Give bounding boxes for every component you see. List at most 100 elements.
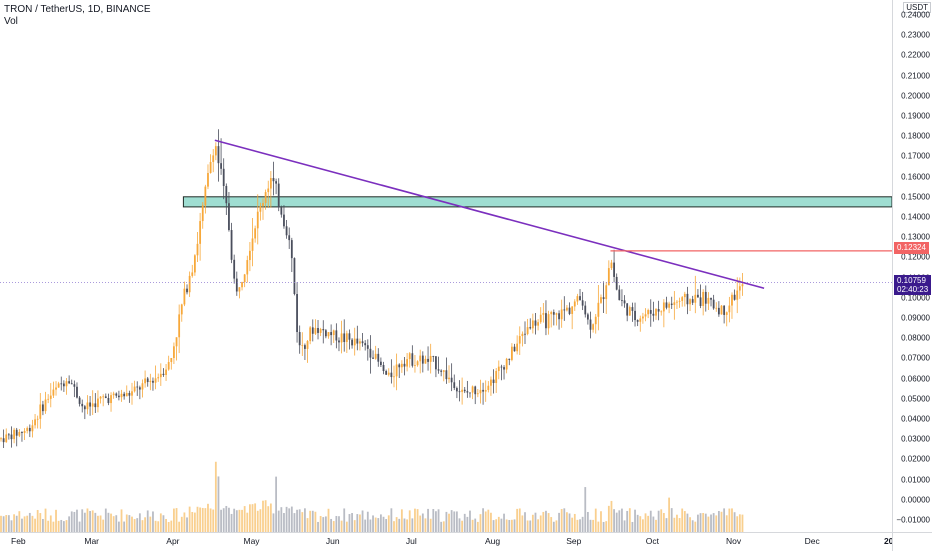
candle[interactable]: [605, 282, 608, 314]
candle[interactable]: [144, 370, 146, 388]
candle[interactable]: [309, 325, 312, 345]
currency-unit-button[interactable]: USDT: [903, 2, 931, 13]
candle[interactable]: [518, 326, 521, 356]
candle[interactable]: [534, 313, 537, 335]
candle[interactable]: [731, 292, 733, 319]
candle[interactable]: [689, 298, 691, 311]
candle[interactable]: [267, 180, 270, 208]
candle[interactable]: [642, 312, 644, 324]
candle[interactable]: [560, 299, 563, 328]
candle[interactable]: [149, 373, 152, 391]
candle[interactable]: [246, 255, 249, 283]
candle[interactable]: [2, 429, 5, 448]
candle[interactable]: [86, 395, 89, 415]
candle[interactable]: [251, 217, 254, 267]
candle[interactable]: [382, 361, 385, 375]
candle[interactable]: [406, 352, 408, 372]
candle[interactable]: [524, 321, 526, 344]
candle[interactable]: [277, 178, 280, 212]
candle[interactable]: [487, 381, 490, 393]
supply-zone[interactable]: [182, 196, 892, 208]
candle[interactable]: [634, 302, 636, 327]
candle[interactable]: [631, 302, 634, 322]
candle[interactable]: [131, 382, 133, 405]
candle[interactable]: [453, 374, 456, 391]
candle[interactable]: [531, 313, 534, 334]
candle[interactable]: [81, 399, 84, 413]
candle[interactable]: [201, 202, 204, 229]
candle[interactable]: [173, 342, 175, 364]
candle[interactable]: [285, 219, 288, 239]
candle[interactable]: [283, 205, 285, 229]
candle[interactable]: [717, 301, 720, 317]
candle[interactable]: [128, 390, 131, 403]
candle[interactable]: [178, 304, 181, 354]
candle[interactable]: [385, 369, 388, 375]
candle[interactable]: [364, 340, 367, 351]
candle[interactable]: [558, 310, 560, 330]
candle[interactable]: [471, 385, 474, 400]
descending-trendline[interactable]: [214, 139, 765, 289]
candle[interactable]: [348, 329, 351, 350]
candle[interactable]: [68, 375, 71, 385]
candle[interactable]: [220, 138, 222, 175]
candle[interactable]: [644, 308, 647, 322]
candle[interactable]: [319, 327, 322, 337]
candle[interactable]: [647, 308, 650, 319]
symbol-legend[interactable]: TRON / TetherUS, 1D, BINANCE: [4, 4, 151, 15]
candle[interactable]: [521, 331, 524, 347]
candle[interactable]: [505, 357, 508, 374]
candle[interactable]: [366, 339, 369, 361]
candle[interactable]: [293, 257, 296, 296]
candle[interactable]: [204, 184, 207, 214]
candle[interactable]: [91, 390, 94, 416]
candle[interactable]: [484, 380, 487, 402]
candle[interactable]: [104, 393, 107, 399]
candle[interactable]: [99, 396, 102, 404]
candle[interactable]: [345, 330, 348, 353]
candle[interactable]: [136, 381, 139, 396]
candle[interactable]: [513, 343, 516, 352]
candle[interactable]: [490, 376, 492, 396]
candle[interactable]: [476, 389, 479, 398]
candle[interactable]: [602, 281, 605, 314]
candle[interactable]: [495, 368, 498, 393]
candle[interactable]: [259, 202, 262, 221]
candle[interactable]: [636, 319, 639, 327]
time-axis[interactable]: FebMarAprMayJunJulAugSepOctNovDec2022: [0, 532, 903, 551]
candle[interactable]: [180, 303, 183, 322]
candle[interactable]: [400, 360, 403, 373]
candle[interactable]: [230, 222, 233, 264]
candle[interactable]: [390, 359, 393, 384]
candle[interactable]: [403, 357, 406, 376]
candle[interactable]: [576, 293, 579, 305]
price-chart[interactable]: [0, 0, 892, 532]
candle[interactable]: [146, 376, 149, 387]
candle[interactable]: [450, 363, 453, 392]
candle[interactable]: [660, 310, 663, 316]
candle[interactable]: [212, 149, 215, 173]
candle[interactable]: [728, 296, 731, 323]
candle[interactable]: [102, 394, 105, 407]
candle[interactable]: [427, 346, 429, 371]
candle[interactable]: [60, 376, 63, 391]
candle[interactable]: [649, 299, 652, 327]
candle[interactable]: [264, 189, 267, 210]
candle[interactable]: [78, 396, 81, 407]
candle[interactable]: [613, 249, 615, 283]
candle[interactable]: [288, 227, 291, 249]
candle[interactable]: [110, 392, 112, 412]
candle[interactable]: [568, 302, 571, 316]
candle[interactable]: [615, 273, 618, 291]
candle[interactable]: [306, 340, 309, 363]
candle[interactable]: [442, 370, 445, 382]
candle[interactable]: [655, 307, 657, 320]
candle[interactable]: [152, 377, 154, 391]
candle[interactable]: [222, 158, 225, 200]
candle[interactable]: [372, 350, 374, 359]
candle[interactable]: [395, 353, 398, 391]
candle[interactable]: [697, 289, 699, 298]
candle[interactable]: [710, 297, 712, 307]
candle[interactable]: [516, 335, 519, 355]
candle[interactable]: [694, 275, 697, 314]
